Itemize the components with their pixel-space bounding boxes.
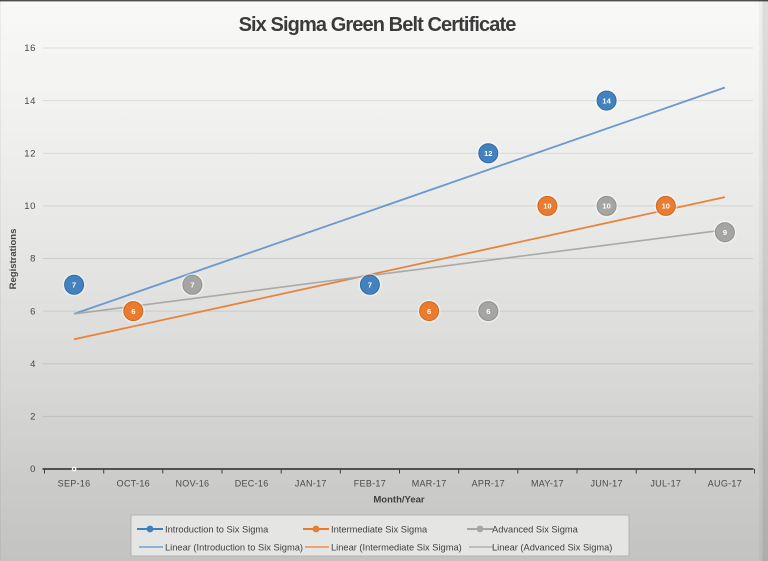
svg-text:7: 7 [190, 281, 194, 290]
svg-text:7: 7 [368, 281, 372, 290]
svg-text:JAN-17: JAN-17 [295, 479, 327, 489]
svg-text:JUN-17: JUN-17 [590, 479, 622, 489]
svg-text:14: 14 [24, 96, 36, 107]
svg-text:Month/Year: Month/Year [373, 495, 425, 506]
svg-text:Linear (Advanced Six Sigma): Linear (Advanced Six Sigma) [492, 542, 612, 552]
svg-text:MAR-17: MAR-17 [412, 479, 447, 489]
svg-text:AUG-17: AUG-17 [708, 479, 742, 489]
svg-text:6: 6 [131, 307, 135, 316]
svg-text:Linear (Intermediate Six Sigma: Linear (Intermediate Six Sigma) [331, 542, 462, 552]
svg-text:12: 12 [24, 148, 36, 159]
svg-text:Linear (Introduction to Six Si: Linear (Introduction to Six Sigma) [165, 542, 303, 552]
svg-text:MAY-17: MAY-17 [531, 479, 564, 489]
svg-text:Introduction to Six Sigma: Introduction to Six Sigma [165, 524, 269, 534]
svg-text:OCT-16: OCT-16 [117, 479, 150, 489]
svg-text:16: 16 [24, 43, 36, 54]
svg-text:0: 0 [30, 464, 36, 475]
svg-text:6: 6 [427, 307, 431, 316]
svg-text:FEB-17: FEB-17 [354, 479, 386, 489]
svg-text:6: 6 [486, 307, 490, 316]
svg-text:Advanced Six Sigma: Advanced Six Sigma [492, 524, 579, 534]
svg-text:7: 7 [72, 281, 76, 290]
svg-text:14: 14 [602, 96, 611, 105]
svg-text:2: 2 [30, 412, 36, 423]
svg-text:8: 8 [30, 254, 36, 265]
svg-text:10: 10 [24, 201, 36, 212]
svg-text:10: 10 [602, 202, 610, 211]
svg-text:Registrations: Registrations [8, 229, 19, 290]
svg-text:4: 4 [30, 359, 36, 370]
svg-text:Intermediate Six Sigma: Intermediate Six Sigma [331, 524, 428, 534]
svg-text:SEP-16: SEP-16 [58, 479, 91, 489]
svg-text:JUL-17: JUL-17 [650, 479, 681, 489]
svg-text:10: 10 [662, 202, 670, 211]
svg-text:6: 6 [30, 306, 36, 317]
svg-text:DEC-16: DEC-16 [235, 479, 269, 489]
svg-text:NOV-16: NOV-16 [175, 479, 209, 489]
svg-text:APR-17: APR-17 [472, 479, 505, 489]
svg-text:Six Sigma Green Belt Certifica: Six Sigma Green Belt Certificate [239, 14, 517, 36]
svg-text:10: 10 [543, 202, 551, 211]
svg-text:12: 12 [484, 149, 492, 158]
svg-text:9: 9 [723, 228, 727, 237]
